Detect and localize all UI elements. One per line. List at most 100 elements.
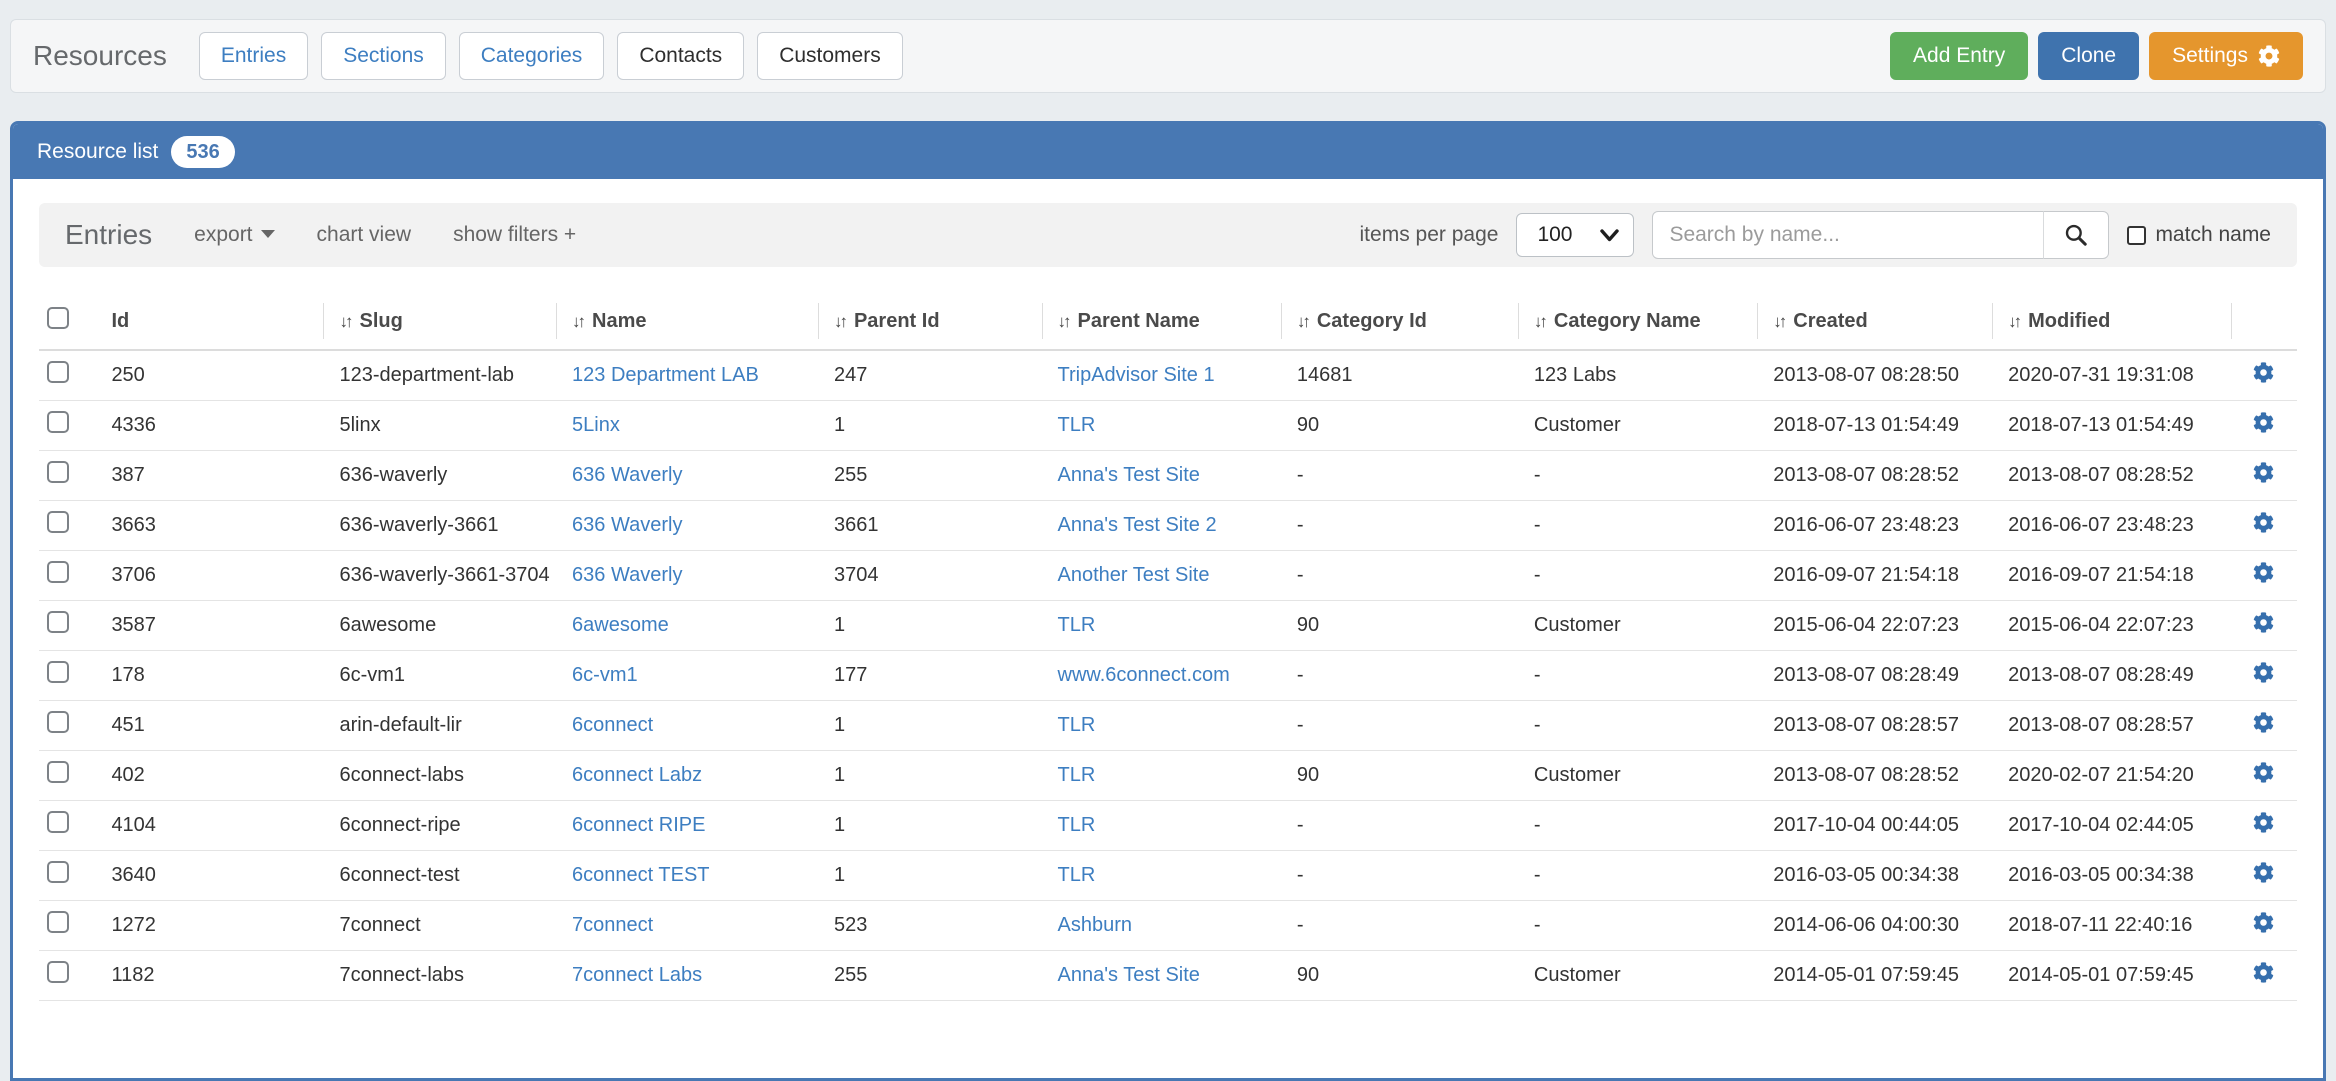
column-header-category-name[interactable]: ↓↑ Category Name xyxy=(1517,293,1758,351)
row-checkbox[interactable] xyxy=(47,411,69,433)
name-link[interactable]: 636 Waverly xyxy=(572,463,683,486)
toolbar-link-chart-view[interactable]: chart view xyxy=(316,223,412,246)
parent-name-link[interactable]: TLR xyxy=(1057,713,1096,736)
cell-parent-id: 255 xyxy=(817,449,1042,500)
row-settings-gear-icon[interactable] xyxy=(2253,562,2274,583)
toolbar-link-show-filters[interactable]: show filters + xyxy=(453,223,577,246)
parent-name-link[interactable]: TLR xyxy=(1057,863,1096,886)
row-settings-gear-icon[interactable] xyxy=(2253,412,2274,433)
parent-name-link[interactable]: Anna's Test Site xyxy=(1057,463,1200,486)
row-checkbox[interactable] xyxy=(47,711,69,733)
column-header-slug[interactable]: ↓↑ Slug xyxy=(323,293,557,351)
column-header-parent-name[interactable]: ↓↑ Parent Name xyxy=(1041,293,1281,351)
row-settings-gear-icon[interactable] xyxy=(2253,612,2274,633)
name-link[interactable]: 6awesome xyxy=(572,613,669,636)
parent-name-link[interactable]: TripAdvisor Site 1 xyxy=(1057,363,1215,386)
cell-category-id: - xyxy=(1280,499,1518,550)
name-link[interactable]: 7connect xyxy=(572,913,654,936)
panel-title: Resource list xyxy=(37,139,159,163)
match-name-toggle[interactable]: match name xyxy=(2127,223,2271,247)
tab-sections[interactable]: Sections xyxy=(321,32,446,80)
sort-icon: ↓↑ xyxy=(1296,311,1311,331)
row-settings-gear-icon[interactable] xyxy=(2253,812,2274,833)
row-settings-gear-icon[interactable] xyxy=(2253,362,2274,383)
row-checkbox[interactable] xyxy=(47,611,69,633)
parent-name-link[interactable]: TLR xyxy=(1057,763,1096,786)
name-link[interactable]: 5Linx xyxy=(572,413,620,436)
column-label: Modified xyxy=(2028,309,2111,332)
row-checkbox[interactable] xyxy=(47,961,69,983)
tab-contacts[interactable]: Contacts xyxy=(617,32,745,80)
parent-name-link[interactable]: Anna's Test Site 2 xyxy=(1057,513,1217,536)
row-settings-gear-icon[interactable] xyxy=(2253,912,2274,933)
entries-heading: Entries xyxy=(65,219,153,250)
name-link[interactable]: 6connect RIPE xyxy=(572,813,706,836)
parent-name-link[interactable]: www.6connect.com xyxy=(1057,663,1230,686)
add-entry-button[interactable]: Add Entry xyxy=(1890,32,2029,80)
parent-name-link[interactable]: Another Test Site xyxy=(1057,563,1210,586)
row-checkbox[interactable] xyxy=(47,561,69,583)
name-link[interactable]: 6c-vm1 xyxy=(572,663,638,686)
row-checkbox[interactable] xyxy=(47,511,69,533)
name-link[interactable]: 123 Department LAB xyxy=(572,363,759,386)
cell-category-name: Customer xyxy=(1517,399,1758,450)
column-header-name[interactable]: ↓↑ Name xyxy=(556,293,818,351)
action-buttons: Add Entry Clone Settings xyxy=(1890,32,2303,80)
row-settings-gear-icon[interactable] xyxy=(2253,862,2274,883)
tab-entries[interactable]: Entries xyxy=(198,32,309,80)
row-checkbox[interactable] xyxy=(47,461,69,483)
name-link[interactable]: 636 Waverly xyxy=(572,563,683,586)
row-checkbox[interactable] xyxy=(47,861,69,883)
row-settings-gear-icon[interactable] xyxy=(2253,762,2274,783)
row-checkbox[interactable] xyxy=(47,661,69,683)
cell-name: 6c-vm1 xyxy=(556,649,818,700)
name-link[interactable]: 7connect Labs xyxy=(572,963,703,986)
cell-category-id: - xyxy=(1280,849,1518,900)
parent-name-link[interactable]: TLR xyxy=(1057,613,1096,636)
cell-created: 2014-05-01 07:59:45 xyxy=(1757,949,1993,1001)
items-per-page-select[interactable]: 100 xyxy=(1516,213,1635,257)
name-link[interactable]: 636 Waverly xyxy=(572,513,683,536)
name-link[interactable]: 6connect Labz xyxy=(572,763,703,786)
cell-name: 6awesome xyxy=(556,599,818,650)
parent-name-link[interactable]: TLR xyxy=(1057,413,1096,436)
search-input[interactable] xyxy=(1652,211,2045,259)
cell-id: 178 xyxy=(95,649,324,700)
column-header-modified[interactable]: ↓↑ Modified xyxy=(1992,293,2232,351)
tab-customers[interactable]: Customers xyxy=(757,32,903,80)
row-checkbox[interactable] xyxy=(47,361,69,384)
cell-category-id: - xyxy=(1280,649,1518,700)
parent-name-link[interactable]: Anna's Test Site xyxy=(1057,963,1200,986)
cell-parent-name: TLR xyxy=(1041,699,1281,750)
clone-button[interactable]: Clone xyxy=(2038,32,2140,80)
settings-button[interactable]: Settings xyxy=(2149,32,2303,80)
cell-category-name: - xyxy=(1517,549,1758,600)
row-checkbox[interactable] xyxy=(47,911,69,933)
row-settings-gear-icon[interactable] xyxy=(2253,962,2274,983)
search-button[interactable] xyxy=(2043,211,2110,259)
select-all-checkbox[interactable] xyxy=(47,307,69,329)
name-link[interactable]: 6connect TEST xyxy=(572,863,710,886)
toolbar-link-export[interactable]: export xyxy=(194,223,275,246)
resource-list-panel: Resource list 536 Entries export chart vi… xyxy=(10,121,2326,1081)
row-checkbox[interactable] xyxy=(47,811,69,833)
parent-name-link[interactable]: TLR xyxy=(1057,813,1096,836)
row-settings-gear-icon[interactable] xyxy=(2253,462,2274,483)
row-settings-gear-icon[interactable] xyxy=(2253,662,2274,683)
cell-slug: 7connect-labs xyxy=(323,949,557,1001)
cell-modified: 2020-02-07 21:54:20 xyxy=(1992,749,2232,800)
row-settings-gear-icon[interactable] xyxy=(2253,512,2274,533)
column-header-category-id[interactable]: ↓↑ Category Id xyxy=(1280,293,1518,351)
parent-name-link[interactable]: Ashburn xyxy=(1057,913,1133,936)
name-link[interactable]: 6connect xyxy=(572,713,654,736)
row-checkbox[interactable] xyxy=(47,761,69,783)
match-name-checkbox[interactable] xyxy=(2127,225,2147,245)
column-header-created[interactable]: ↓↑ Created xyxy=(1757,293,1993,351)
cell-created: 2013-08-07 08:28:49 xyxy=(1757,649,1993,700)
tab-categories[interactable]: Categories xyxy=(458,32,605,80)
row-settings-gear-icon[interactable] xyxy=(2253,712,2274,733)
cell-parent-id: 1 xyxy=(817,599,1042,650)
table-row: 1182 7connect-labs 7connect Labs 255 Anna's … xyxy=(39,949,2297,1001)
column-header-parent-id[interactable]: ↓↑ Parent Id xyxy=(817,293,1042,351)
page-title: Resources xyxy=(33,40,167,71)
